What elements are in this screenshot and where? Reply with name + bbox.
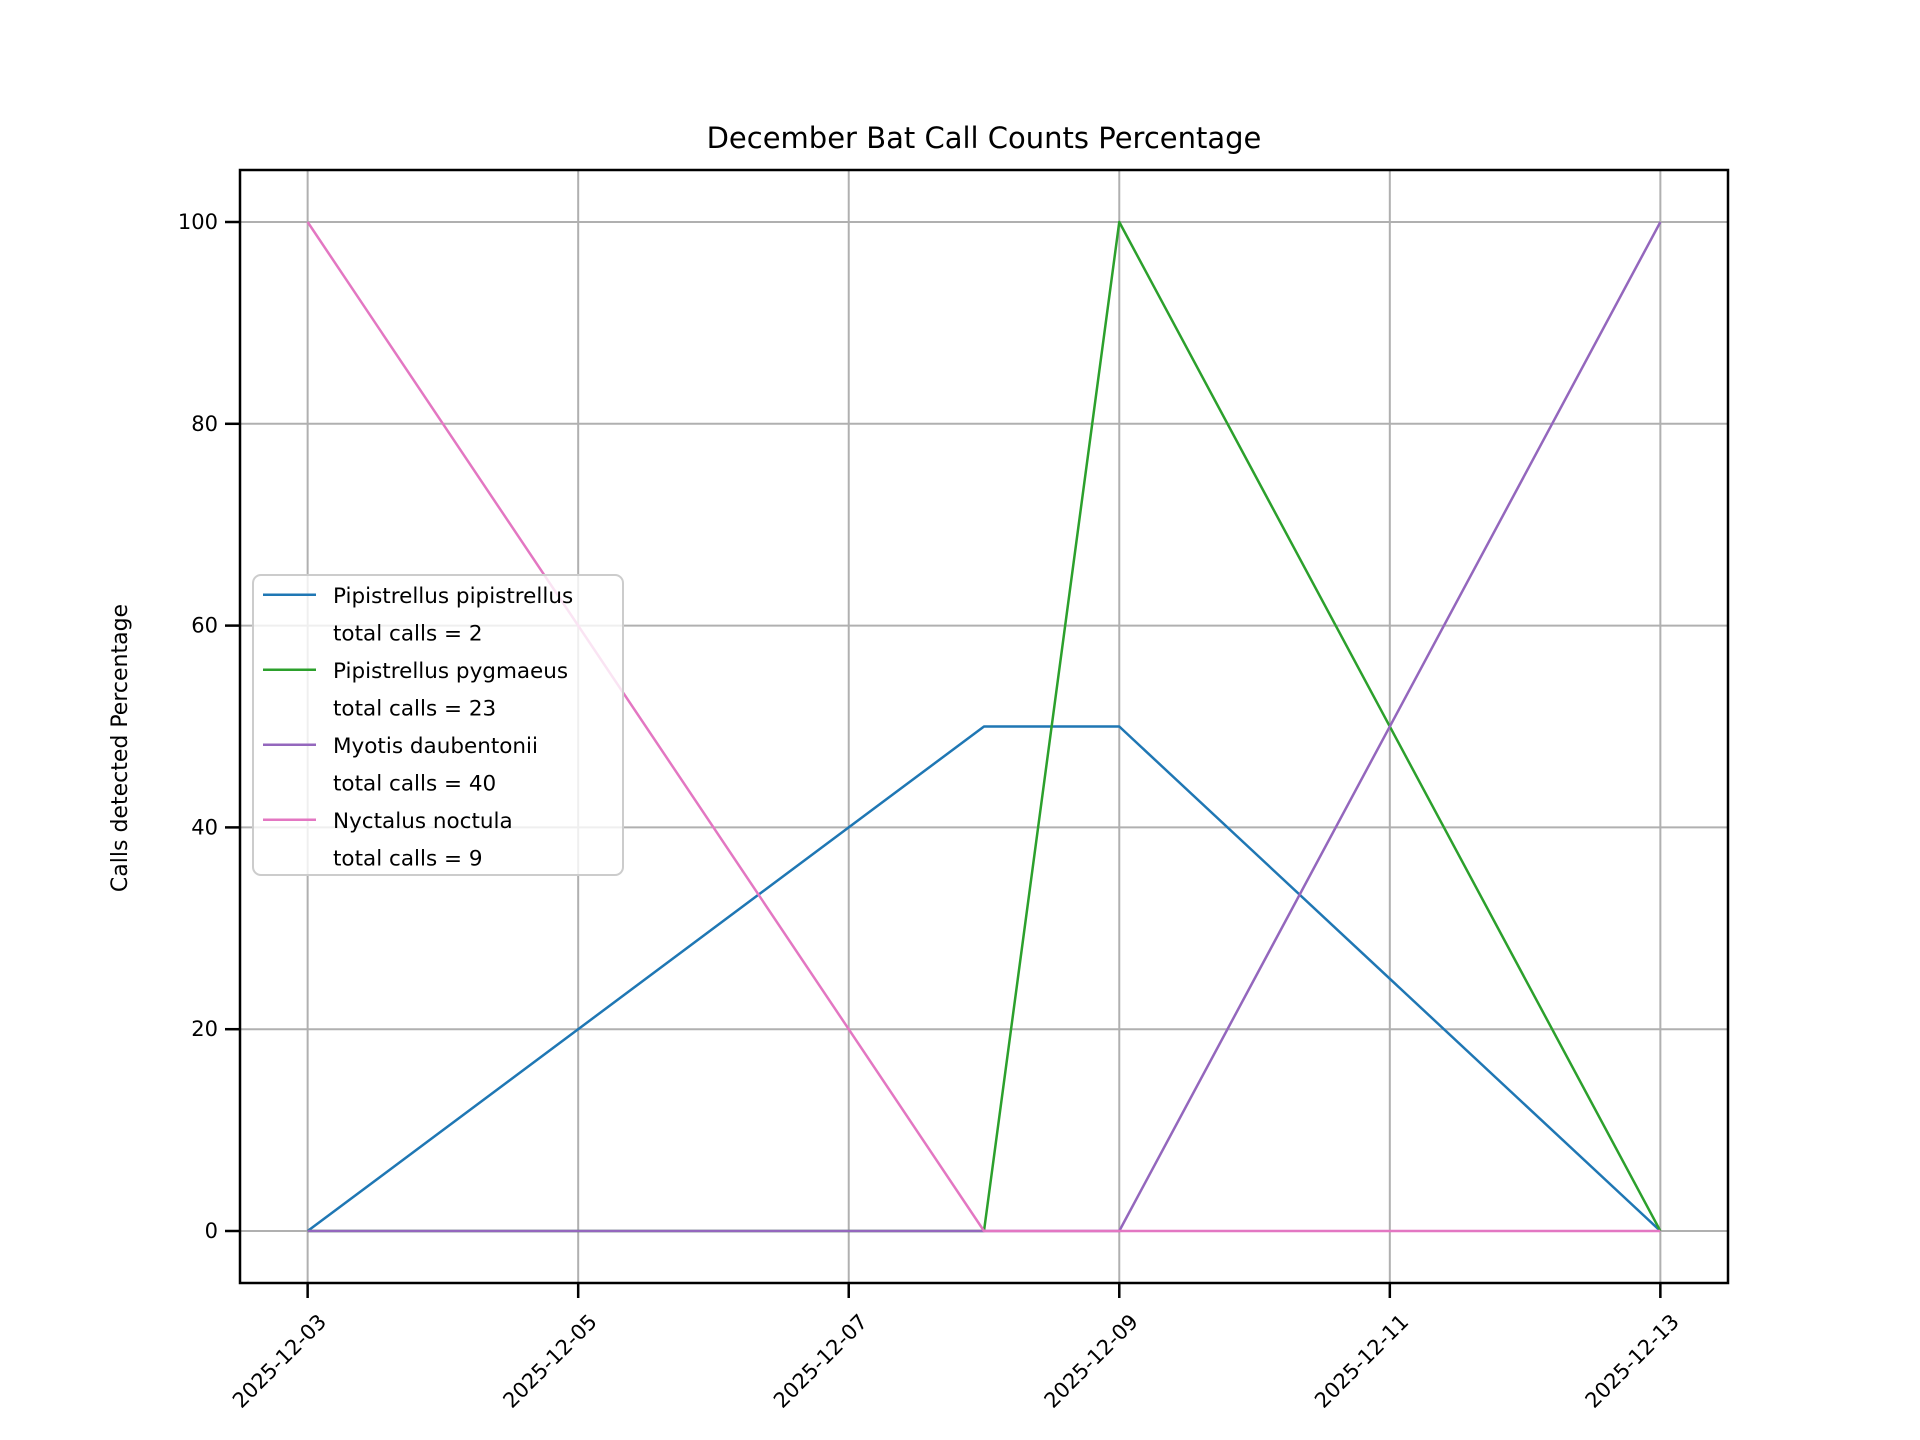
y-tick-label: 60 xyxy=(191,614,218,638)
legend-sublabel: total calls = 9 xyxy=(333,846,483,871)
series-line-nyctalus-noctula xyxy=(306,221,1661,1233)
legend-label: Pipistrellus pygmaeus xyxy=(333,659,568,684)
legend-sublabel: total calls = 40 xyxy=(333,771,496,796)
y-axis-label: Calls detected Percentage xyxy=(108,604,133,892)
x-tick-label: 2025-12-09 xyxy=(1040,1310,1143,1413)
x-tick-label: 2025-12-13 xyxy=(1581,1310,1684,1413)
chart-title: December Bat Call Counts Percentage xyxy=(707,121,1262,155)
legend-label: Pipistrellus pipistrellus xyxy=(333,584,573,609)
legend-label: Nyctalus noctula xyxy=(333,809,513,834)
x-tick-label: 2025-12-07 xyxy=(769,1310,872,1413)
x-tick-label: 2025-12-03 xyxy=(228,1310,331,1413)
x-tick-label: 2025-12-05 xyxy=(498,1310,601,1413)
y-tick-label: 0 xyxy=(205,1219,218,1243)
legend-label: Myotis daubentonii xyxy=(333,734,538,759)
legend-sublabel: total calls = 23 xyxy=(333,696,496,721)
y-tick-label: 80 xyxy=(191,412,218,436)
y-tick-label: 100 xyxy=(178,210,218,234)
legend: Pipistrellus pipistrellus total calls = 2… xyxy=(252,574,624,876)
series-layer xyxy=(306,220,1662,1233)
legend-box xyxy=(252,574,624,876)
plot-border xyxy=(238,168,1730,1285)
y-tick-label: 40 xyxy=(191,815,218,839)
legend-sublabel: total calls = 2 xyxy=(333,621,483,646)
y-tick-label: 20 xyxy=(191,1017,218,1041)
x-tick-label: 2025-12-11 xyxy=(1310,1310,1413,1413)
